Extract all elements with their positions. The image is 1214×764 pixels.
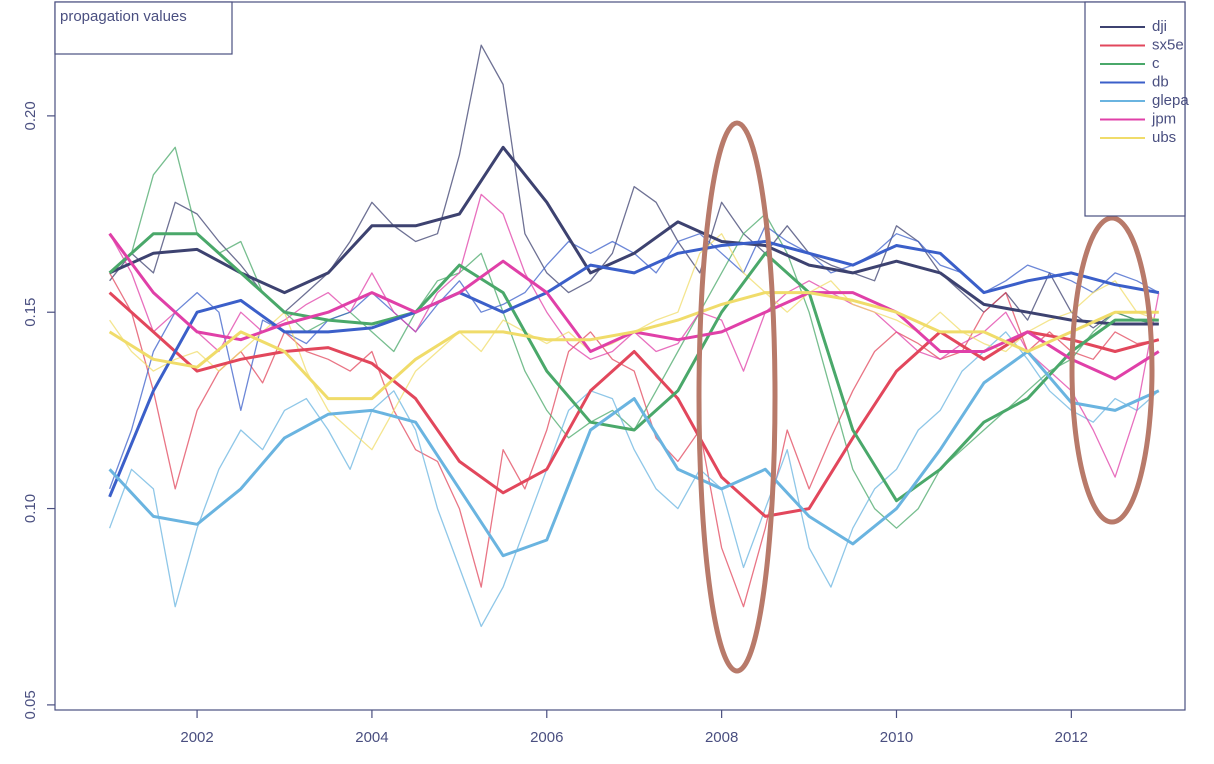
x-tick-label: 2006 (530, 729, 563, 746)
y-tick-label: 0.05 (22, 690, 39, 719)
trend-line (108, 145, 1159, 326)
trend-line (108, 240, 1160, 498)
legend-label: ubs (1152, 129, 1176, 146)
y-tick-label: 0.20 (22, 101, 39, 130)
raw-line (109, 146, 1159, 529)
legend-box (1084, 1, 1186, 217)
raw-line (109, 233, 1160, 451)
x-tick-label: 2002 (180, 729, 213, 746)
highlight-ellipse (1069, 215, 1155, 525)
x-tick-label: 2010 (880, 729, 913, 746)
lines (108, 44, 1160, 628)
y-tick-label: 0.10 (22, 494, 39, 523)
legend-label: db (1152, 73, 1169, 90)
legend-label: dji (1152, 18, 1167, 35)
trend-line (108, 291, 1159, 401)
x-tick-label: 2004 (355, 729, 388, 746)
legend-label: glepa (1152, 92, 1189, 109)
plot-frame (54, 1, 1186, 711)
trend-line (108, 291, 1160, 518)
x-tick-label: 2012 (1055, 729, 1088, 746)
legend-label: jpm (1151, 110, 1176, 127)
legend-label: c (1152, 55, 1160, 72)
raw-line (108, 331, 1160, 628)
y-tick-label: 0.15 (22, 298, 39, 327)
x-tick-label: 2008 (705, 729, 738, 746)
chart-title: propagation values (60, 8, 187, 25)
trend-line (108, 232, 1159, 503)
legend-label: sx5e (1152, 36, 1184, 53)
title-box (54, 1, 233, 55)
highlight-ellipse (696, 120, 778, 674)
trend-line (108, 350, 1160, 558)
